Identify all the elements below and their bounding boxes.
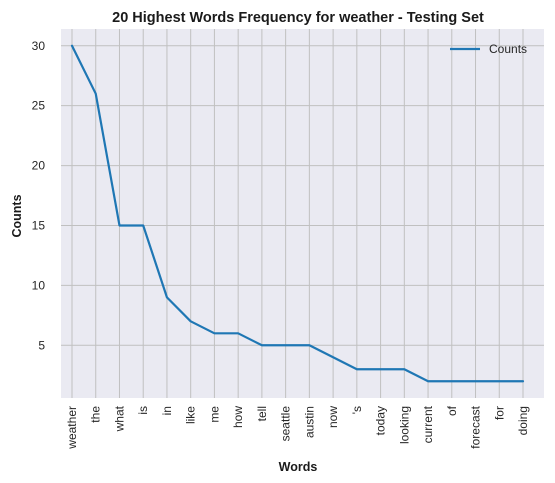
chart-title: 20 Highest Words Frequency for weather -… [112,10,484,26]
x-tick-label: like [184,406,198,424]
plot-area [61,29,544,398]
y-axis-ticks: 5 10 15 20 25 30 [32,39,46,353]
x-tick-label: what [112,405,126,432]
x-tick-label: weather [65,406,79,450]
legend-label: Counts [489,42,527,56]
x-tick-label: of [445,405,459,416]
x-tick-label: for [492,406,506,420]
y-tick-label: 15 [32,218,46,232]
x-tick-label: the [89,406,103,423]
x-tick-label: in [160,406,174,415]
series-line-counts [70,44,525,383]
y-tick-label: 10 [32,278,46,292]
y-tick-label: 5 [38,338,45,352]
x-tick-label: doing [516,406,530,435]
y-tick-label: 25 [32,99,46,113]
x-tick-label: how [231,406,245,428]
x-axis-ticks: weather the what is in like me how tell seattle au… [65,405,530,449]
x-tick-label: tell [255,406,269,421]
y-axis-label: Counts [10,194,24,237]
x-tick-label: austin [302,406,316,438]
x-tick-label: today [374,406,388,435]
x-tick-label: forecast [469,405,483,448]
legend: Counts [450,42,527,56]
x-tick-label: looking [397,406,411,444]
x-tick-label: me [207,406,221,423]
x-tick-label: is [136,406,150,415]
x-tick-label: 's [350,406,364,414]
x-tick-label: seattle [279,406,293,442]
x-tick-label: now [326,406,340,428]
y-tick-label: 30 [32,39,46,53]
x-tick-label: current [421,405,435,443]
grid-lines [61,29,544,398]
x-axis-label: Words [279,460,318,474]
y-tick-label: 20 [32,159,46,173]
